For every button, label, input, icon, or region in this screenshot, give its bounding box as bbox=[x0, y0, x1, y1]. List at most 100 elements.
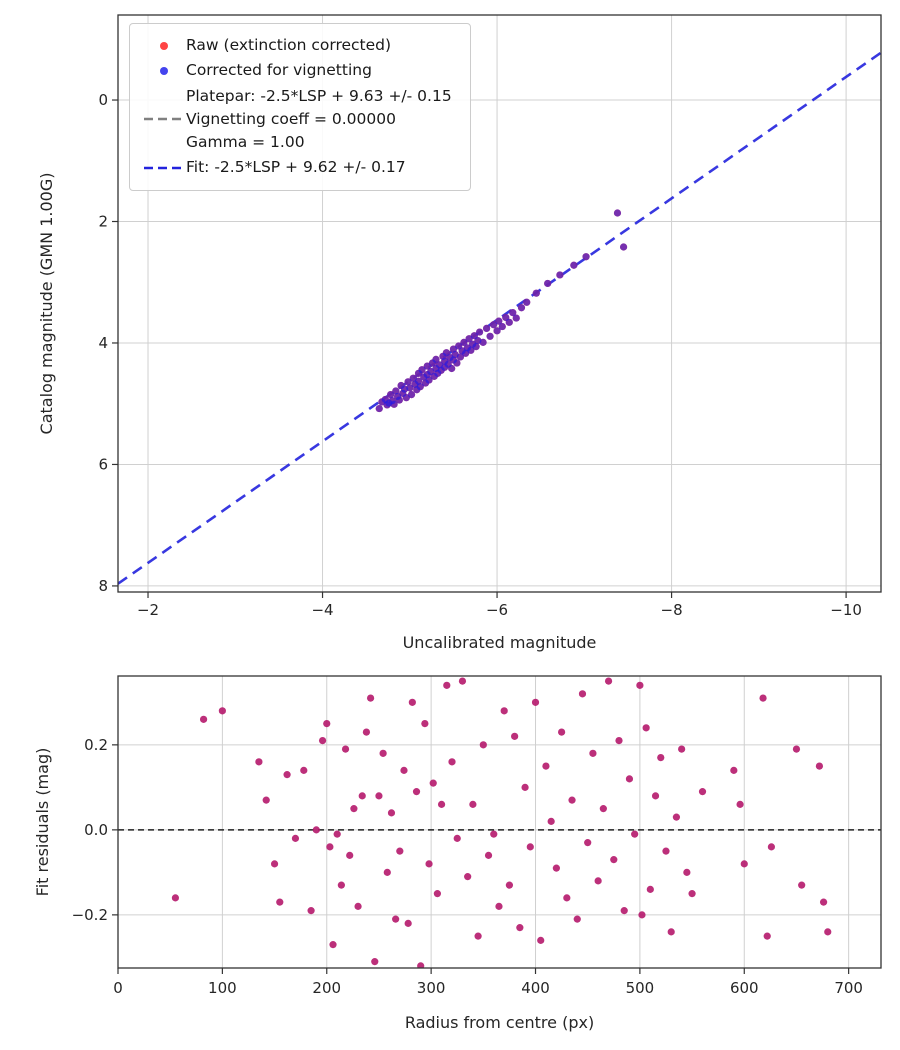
scatter-point-corrected bbox=[386, 391, 395, 399]
scatter-point-corrected bbox=[482, 324, 491, 333]
legend-entry-platepar: Platepar: -2.5*LSP + 9.63 +/- 0.15 Vigne… bbox=[142, 85, 452, 155]
scatter-point-corrected bbox=[449, 345, 458, 353]
ylabel-magnitude-calibration: Catalog magnitude (GMN 1.00G) bbox=[37, 173, 56, 435]
xtick-label: 600 bbox=[730, 979, 759, 997]
residual-point bbox=[558, 728, 566, 736]
legend-dash-icon bbox=[142, 165, 186, 171]
scatter-point-corrected bbox=[404, 378, 412, 386]
residual-point bbox=[371, 958, 379, 966]
ticks-fit-residuals: 0 100 200 300 400 500 600 700 −0.2 0.0 0.2 bbox=[72, 736, 863, 997]
residual-point bbox=[667, 928, 675, 936]
residual-point bbox=[474, 932, 482, 940]
legend-dot-icon bbox=[142, 41, 186, 50]
residual-point bbox=[651, 792, 660, 800]
residual-point bbox=[625, 775, 634, 783]
xtick-label: 300 bbox=[417, 979, 446, 997]
scatter-point-corrected bbox=[414, 377, 423, 385]
residual-point bbox=[379, 749, 387, 757]
residual-point bbox=[730, 766, 738, 774]
residual-point bbox=[678, 745, 686, 753]
residual-point bbox=[573, 915, 581, 923]
dot-marker-icon bbox=[160, 41, 168, 50]
residual-point bbox=[270, 860, 279, 868]
xlabel-magnitude-calibration: Uncalibrated magnitude bbox=[403, 633, 597, 652]
residual-point bbox=[552, 864, 560, 872]
residual-point bbox=[387, 809, 396, 817]
residual-point bbox=[578, 690, 587, 698]
residual-point bbox=[599, 805, 607, 813]
xtick-label: −4 bbox=[311, 601, 333, 619]
ytick-label: 6 bbox=[98, 455, 108, 473]
residual-point bbox=[610, 856, 618, 864]
residual-point bbox=[433, 890, 441, 898]
residual-point bbox=[563, 894, 571, 902]
scatter-point-corrected bbox=[432, 355, 440, 363]
residual-point bbox=[218, 707, 226, 715]
scatter-point-corrected bbox=[467, 346, 475, 354]
residual-point bbox=[425, 860, 433, 868]
residual-point bbox=[358, 792, 366, 800]
scatter-point-corrected bbox=[425, 376, 433, 384]
residual-point bbox=[453, 834, 461, 842]
residual-point bbox=[448, 758, 456, 766]
scatter-point-corrected bbox=[456, 353, 465, 361]
scatter-point-corrected bbox=[460, 338, 468, 346]
residual-point bbox=[255, 758, 263, 766]
residual-point bbox=[662, 847, 670, 855]
residual-point bbox=[469, 800, 477, 808]
scatter-point-corrected bbox=[532, 289, 540, 297]
residual-point bbox=[283, 771, 291, 779]
ytick-label: 4 bbox=[98, 334, 108, 352]
residual-point bbox=[763, 932, 771, 940]
residual-point bbox=[537, 936, 545, 944]
xtick-label: −2 bbox=[137, 601, 159, 619]
scatter-point-corrected bbox=[462, 349, 470, 357]
residual-point bbox=[375, 792, 383, 800]
residual-point bbox=[318, 737, 327, 745]
residual-point bbox=[646, 885, 654, 893]
legend-entry-raw: Raw (extinction corrected) bbox=[142, 34, 452, 57]
scatter-point-corrected bbox=[465, 335, 473, 343]
xtick-label: 500 bbox=[626, 979, 655, 997]
ytick-label: −0.2 bbox=[72, 906, 108, 924]
scatter-point-corrected bbox=[375, 404, 383, 413]
scatter-point-corrected bbox=[489, 321, 498, 329]
scatter-point-corrected bbox=[418, 366, 426, 374]
residual-point bbox=[620, 907, 628, 915]
xtick-label: 100 bbox=[208, 979, 237, 997]
scatter-point-corrected bbox=[505, 318, 513, 326]
scatter-point-corrected bbox=[582, 253, 590, 261]
residual-point bbox=[458, 677, 467, 685]
ytick-label: 0.2 bbox=[84, 736, 108, 754]
xtick-label: 200 bbox=[312, 979, 341, 997]
scatter-point-corrected bbox=[416, 383, 424, 391]
ytick-label: 8 bbox=[98, 577, 108, 595]
scatter-point-corrected bbox=[395, 396, 403, 404]
residual-point bbox=[326, 843, 334, 851]
legend-dot-icon bbox=[142, 66, 186, 75]
residual-point bbox=[350, 805, 358, 813]
residual-point bbox=[333, 830, 341, 838]
residual-point bbox=[479, 741, 487, 749]
scatter-point-corrected bbox=[472, 343, 480, 351]
residual-point bbox=[437, 800, 446, 808]
scatter-point-corrected bbox=[390, 400, 398, 408]
residual-point bbox=[740, 860, 748, 868]
fit-line bbox=[118, 51, 881, 585]
scatter-point-corrected bbox=[479, 338, 487, 346]
legend-label: Platepar: -2.5*LSP + 9.63 +/- 0.15 Vigne… bbox=[186, 86, 452, 152]
residual-point bbox=[638, 911, 646, 919]
scatter-point-corrected bbox=[570, 261, 578, 269]
grid-fit-residuals bbox=[117, 676, 881, 968]
residual-point bbox=[323, 720, 331, 728]
axes-frame bbox=[117, 675, 882, 969]
residual-point bbox=[383, 868, 391, 876]
scatter-point-corrected bbox=[619, 243, 628, 251]
residual-point bbox=[542, 762, 550, 770]
residual-point bbox=[464, 873, 472, 881]
residual-point bbox=[636, 681, 644, 689]
scatter-point-corrected bbox=[448, 364, 456, 373]
residual-point bbox=[698, 788, 707, 796]
scatter-point-corrected bbox=[406, 384, 414, 392]
xtick-label: 400 bbox=[521, 979, 550, 997]
